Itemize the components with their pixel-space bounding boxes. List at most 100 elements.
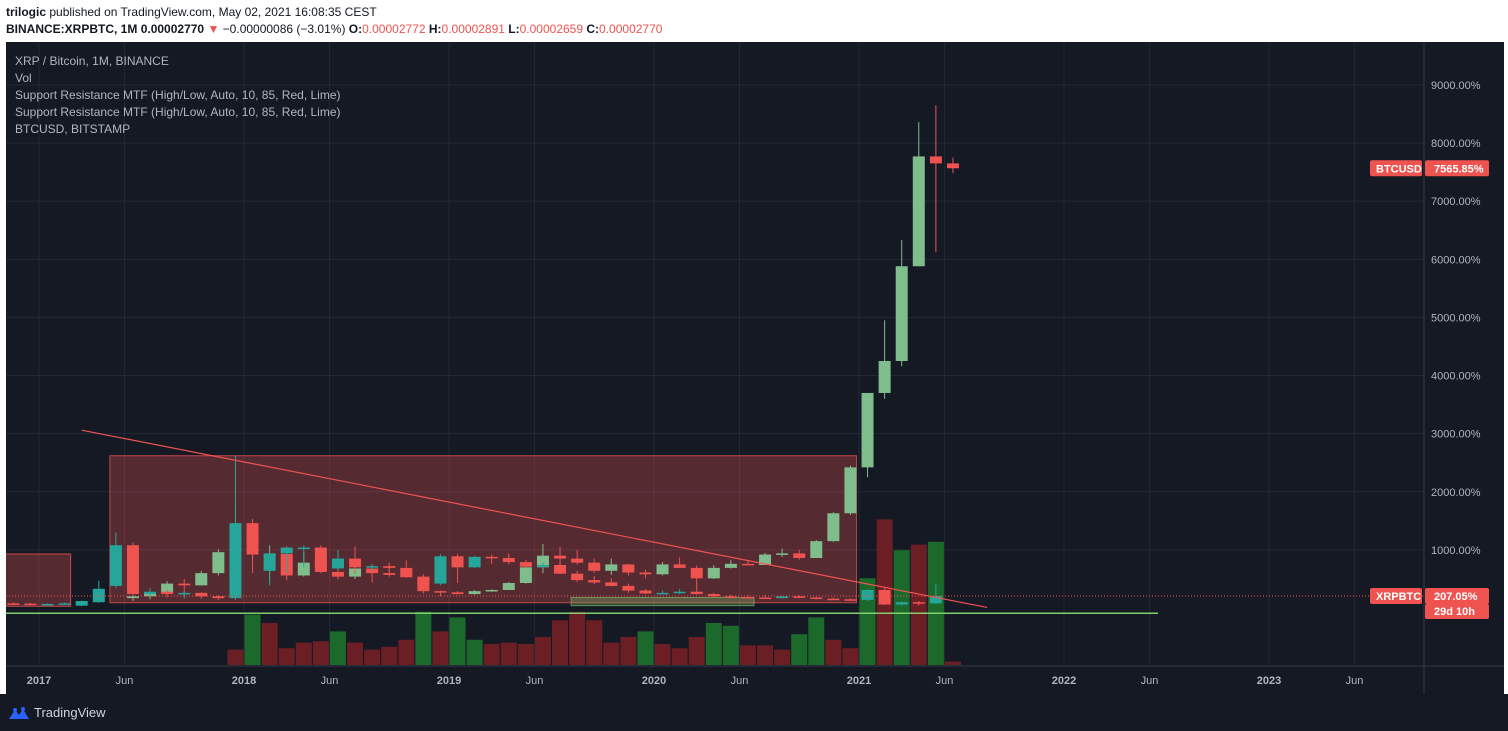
legend-title[interactable]: XRP / Bitcoin, 1M, BINANCE <box>15 54 169 68</box>
x-tick-label: 2023 <box>1257 675 1281 687</box>
change-down-icon: ▼ <box>207 22 220 36</box>
btcusd-candle <box>588 562 601 571</box>
x-tick-label: 2020 <box>642 675 666 687</box>
tradingview-logo-icon[interactable] <box>8 706 30 720</box>
xrpbtc-candle <box>759 597 772 600</box>
btcusd-candle <box>554 555 567 559</box>
volume-bar <box>261 623 278 665</box>
legend-indicator-1[interactable]: Support Resistance MTF (High/Low, Auto, … <box>15 88 341 102</box>
volume-bar <box>381 646 398 665</box>
xrpbtc-candle <box>741 596 754 599</box>
btcusd-candle <box>741 563 754 566</box>
xrpbtc-candle <box>929 595 942 604</box>
volume-bar <box>552 620 569 665</box>
volume-bar <box>654 644 671 665</box>
resistance-trendline <box>81 429 988 609</box>
legend-volume[interactable]: Vol <box>15 71 32 85</box>
btcusd-candle <box>161 583 174 593</box>
xrpbtc-candle <box>588 580 601 583</box>
published-text: published on TradingView.com, May 02, 20… <box>49 5 377 19</box>
xrpbtc-candle <box>280 547 293 554</box>
btcusd-candle <box>878 360 891 393</box>
xrpbtc-candle <box>7 603 20 605</box>
xrpbtc-candle <box>75 601 88 606</box>
btcusd-candle <box>366 568 379 574</box>
xrpbtc-candle <box>468 556 481 568</box>
legend-indicator-2[interactable]: Support Resistance MTF (High/Low, Auto, … <box>15 105 341 119</box>
volume-bar <box>483 644 500 665</box>
xrpbtc-candle <box>178 592 191 595</box>
low-value: 0.00002659 <box>519 22 584 36</box>
volume-bar <box>603 642 620 665</box>
btcusd-candle <box>912 156 925 267</box>
xrpbtc-candle <box>536 564 549 567</box>
volume-bar <box>347 642 364 665</box>
xrpbtc-candle <box>229 523 242 599</box>
xrpbtc-candle <box>639 590 652 594</box>
btcusd-candle <box>724 563 737 568</box>
y-tick-label: 9000.00% <box>1431 80 1481 92</box>
volume-bar <box>449 617 466 665</box>
price-chart[interactable]: 1000.00% 2000.00% 3000.00% 4000.00% 5000.00%… <box>6 42 1504 694</box>
xrpbtc-candle <box>314 547 327 569</box>
volume-bar <box>825 639 842 665</box>
xrpbtc-candle <box>485 556 498 559</box>
volume-bar <box>569 611 586 665</box>
tradingview-brand[interactable]: TradingView <box>34 705 106 720</box>
support-zone <box>570 597 755 607</box>
btcusd-candle <box>434 591 447 593</box>
xrpbtc-candle <box>776 596 789 599</box>
xrpbtc-candle <box>827 598 840 601</box>
x-tick-label: 2022 <box>1052 675 1076 687</box>
volume-bar <box>329 631 346 665</box>
btcusd-candle <box>297 562 310 576</box>
btcusd-candle <box>895 266 908 361</box>
btcusd-candle <box>827 513 840 542</box>
xrpbtc-candle <box>126 545 139 595</box>
countdown-badge <box>1425 603 1489 619</box>
high-label: H: <box>428 22 442 36</box>
open-value: 0.00002772 <box>362 22 426 36</box>
xrpbtc-candle <box>844 599 857 601</box>
volume-bar <box>688 637 705 665</box>
volume-bar <box>757 645 774 665</box>
volume-bar <box>586 620 603 665</box>
symbol-line: BINANCE:XRPBTC, 1M 0.00002770 ▼ −0.00000… <box>6 22 662 36</box>
volume-bar <box>295 642 312 665</box>
btcusd-candle <box>195 573 208 586</box>
volume-bar <box>415 611 432 665</box>
btcusd-candle <box>468 591 481 595</box>
xrpbtc-candle <box>673 591 686 594</box>
btcusd-candle <box>759 554 772 565</box>
volume-bar <box>842 648 859 665</box>
volume-bar <box>671 648 688 665</box>
btcusd-name-badge <box>1370 160 1422 177</box>
btcusd-candle <box>126 596 139 599</box>
xrpbtc-candle <box>810 597 823 600</box>
xrpbtc-candle <box>571 573 584 581</box>
volume-bar <box>244 614 261 665</box>
volume-bar <box>398 639 415 665</box>
volume-bar <box>517 644 534 665</box>
xrpbtc-candle <box>912 602 925 604</box>
xrpbtc-candle <box>690 591 703 595</box>
xrpbtc-candle <box>878 589 891 605</box>
btcusd-candle <box>451 592 464 595</box>
btcusd-candle <box>571 558 584 563</box>
volume-bar <box>466 639 483 665</box>
xrpbtc-candle <box>263 553 276 571</box>
xrpbtc-name-label: XRPBTC <box>1376 591 1421 603</box>
btcusd-candle <box>485 589 498 592</box>
xrpbtc-candle <box>195 592 208 597</box>
volume-bar <box>705 623 722 665</box>
xrpbtc-candle <box>331 558 344 569</box>
x-tick-label: Jun <box>936 675 954 687</box>
chart-panel[interactable]: 1000.00% 2000.00% 3000.00% 4000.00% 5000.00%… <box>6 42 1504 694</box>
author-name[interactable]: trilogic <box>6 5 47 19</box>
volume-bar <box>774 649 791 665</box>
chart-legend: XRP / Bitcoin, 1M, BINANCE Vol Support R… <box>15 53 341 138</box>
legend-compare-symbol[interactable]: BTCUSD, BITSTAMP <box>15 122 131 136</box>
x-tick-label: Jun <box>731 675 749 687</box>
xrpbtc-candle <box>451 556 464 568</box>
btcusd-candle <box>690 567 703 579</box>
